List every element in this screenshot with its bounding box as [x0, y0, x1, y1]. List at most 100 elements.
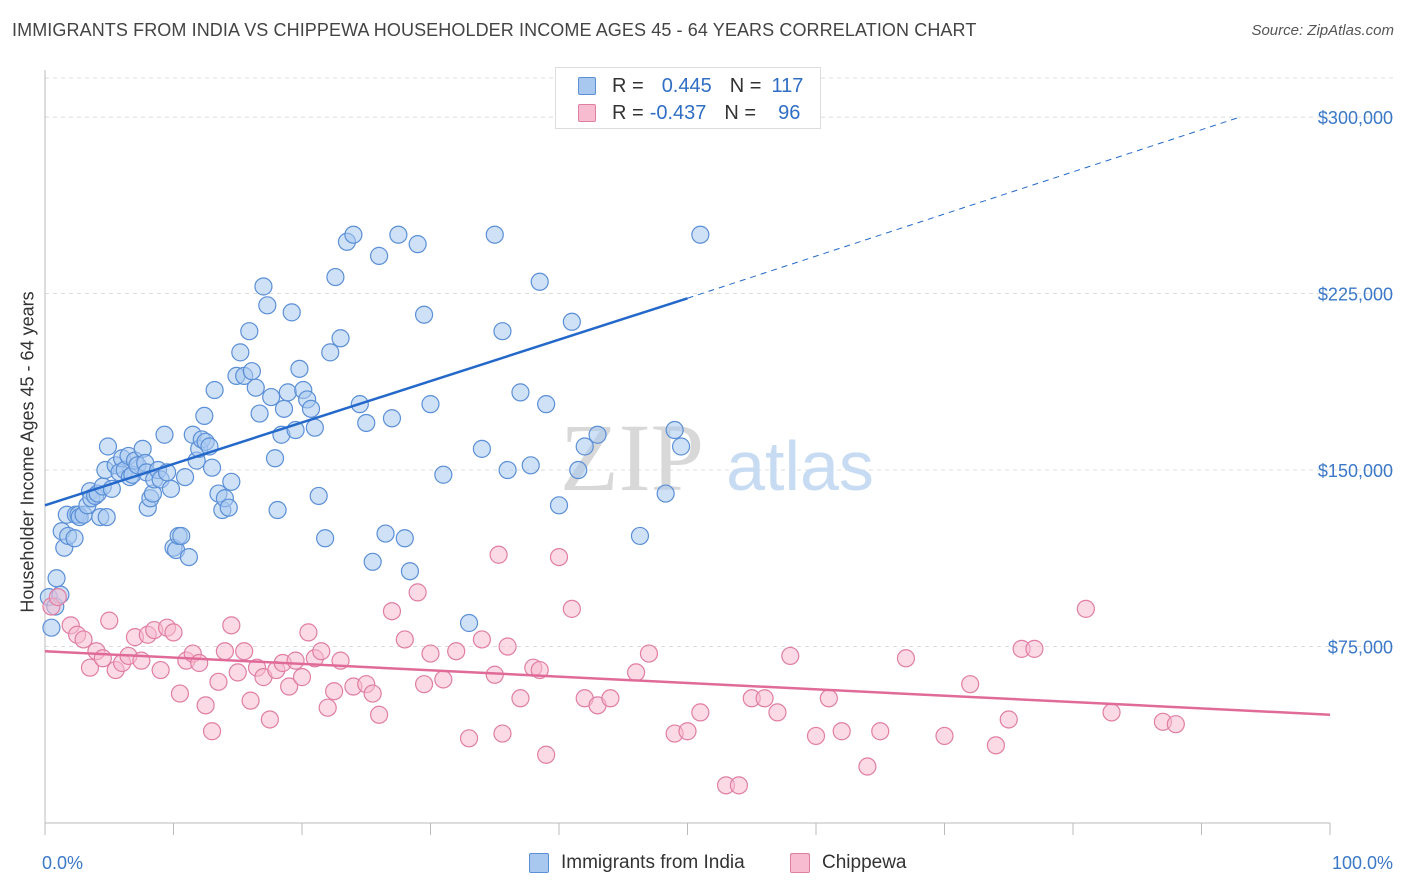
data-point-india — [175, 467, 195, 487]
data-point-india — [219, 498, 238, 517]
y-tick-labels: $75,000 $150,000 $225,000 $300,000 — [1318, 108, 1393, 657]
data-point-chippewa — [1166, 715, 1185, 734]
legend-n-label: N = — [724, 101, 757, 124]
data-point-chippewa — [781, 646, 800, 666]
data-point-chippewa — [222, 616, 241, 635]
legend-r-label: R = — [612, 74, 644, 97]
data-point-chippewa — [729, 776, 749, 795]
data-point-chippewa — [1076, 599, 1095, 618]
legend-label-india: Immigrants from India — [561, 852, 745, 873]
legend-n-label: N = — [729, 74, 762, 97]
data-point-chippewa — [235, 642, 254, 661]
data-point-chippewa — [768, 703, 787, 722]
legend-swatch-india — [529, 853, 549, 873]
legend-n-value: 96 — [778, 101, 801, 124]
data-point-india — [254, 277, 273, 296]
source-label: Source: ZipAtlas.com — [1251, 22, 1394, 39]
grid-lines — [45, 77, 1395, 648]
data-point-india — [630, 526, 650, 546]
data-point-chippewa — [819, 689, 838, 708]
y-tick-label: $300,000 — [1318, 108, 1393, 128]
chart-title: IMMIGRANTS FROM INDIA VS CHIPPEWA HOUSEH… — [12, 20, 977, 40]
data-point-chippewa — [511, 689, 530, 708]
data-point-india — [363, 552, 382, 571]
data-point-chippewa — [1025, 639, 1044, 658]
data-point-chippewa — [1102, 703, 1121, 722]
data-point-chippewa — [318, 698, 337, 717]
data-point-chippewa — [434, 670, 453, 689]
data-point-chippewa — [421, 644, 440, 663]
data-point-chippewa — [395, 630, 414, 649]
data-point-india — [521, 456, 540, 475]
data-point-india — [511, 383, 530, 402]
legend-swatch-chippewa — [790, 853, 810, 873]
data-point-india — [549, 496, 569, 515]
y-axis-title: Householder Income Ages 45 - 64 years — [17, 291, 38, 613]
data-point-chippewa — [537, 745, 556, 764]
data-point-india — [376, 524, 395, 543]
data-point-chippewa — [961, 675, 980, 694]
legend-swatch-chippewa — [578, 104, 596, 122]
data-point-chippewa — [549, 547, 569, 567]
watermark-atlas: atlas — [726, 427, 874, 505]
data-point-india — [258, 296, 277, 315]
legend-r-label: R = — [612, 101, 644, 124]
x-tick-labels: 0.0% 100.0% — [42, 853, 1393, 873]
data-point-chippewa — [280, 677, 299, 696]
legend-r-value: 0.445 — [661, 74, 712, 97]
data-point-chippewa — [896, 649, 916, 668]
data-point-india — [485, 225, 504, 244]
data-point-india — [231, 343, 250, 362]
data-point-india — [472, 439, 491, 458]
data-point-chippewa — [190, 653, 209, 673]
trend-line-chippewa — [44, 649, 1331, 717]
data-point-india — [205, 380, 224, 400]
data-point-chippewa — [447, 642, 466, 661]
data-point-chippewa — [755, 689, 774, 708]
data-point-chippewa — [832, 722, 851, 741]
data-point-india — [172, 526, 191, 546]
data-point-india — [278, 383, 297, 402]
data-point-chippewa — [74, 630, 93, 649]
data-point-india — [562, 312, 581, 331]
data-point-chippewa — [325, 682, 344, 701]
data-point-chippewa — [999, 710, 1018, 729]
data-point-chippewa — [48, 587, 67, 607]
data-point-india — [569, 460, 588, 480]
data-point-india — [242, 362, 261, 381]
data-point-india — [357, 413, 376, 433]
data-point-india — [305, 418, 324, 437]
legend-item-chippewa: Chippewa — [790, 852, 907, 874]
data-point-india — [316, 529, 335, 548]
data-point-chippewa — [382, 602, 402, 621]
data-point-india — [459, 613, 479, 633]
watermark-zip: ZIP — [560, 404, 704, 511]
watermark: ZIP atlas — [560, 404, 874, 511]
data-point-india — [665, 420, 684, 440]
data-point-india — [262, 387, 281, 407]
data-point-chippewa — [228, 663, 247, 682]
y-tick-label: $75,000 — [1328, 638, 1393, 658]
data-point-india — [414, 305, 434, 324]
data-point-india — [202, 458, 222, 477]
x-tick-label: 0.0% — [42, 853, 83, 873]
data-point-india — [326, 267, 345, 287]
data-point-india — [290, 359, 309, 378]
data-point-india — [246, 378, 265, 397]
series-chippewa — [42, 545, 1185, 795]
data-point-india — [179, 547, 199, 567]
data-point-chippewa — [493, 724, 512, 743]
data-point-chippewa — [639, 644, 659, 663]
data-point-chippewa — [414, 675, 434, 694]
data-point-india — [395, 529, 414, 548]
data-point-india — [155, 425, 174, 444]
data-point-chippewa — [472, 630, 491, 649]
data-point-india — [344, 225, 363, 244]
data-point-india — [537, 395, 556, 414]
data-point-india — [222, 472, 241, 491]
data-point-india — [47, 569, 66, 588]
data-point-india — [97, 507, 116, 527]
data-point-india — [588, 425, 607, 444]
trend-lines — [44, 116, 1331, 717]
